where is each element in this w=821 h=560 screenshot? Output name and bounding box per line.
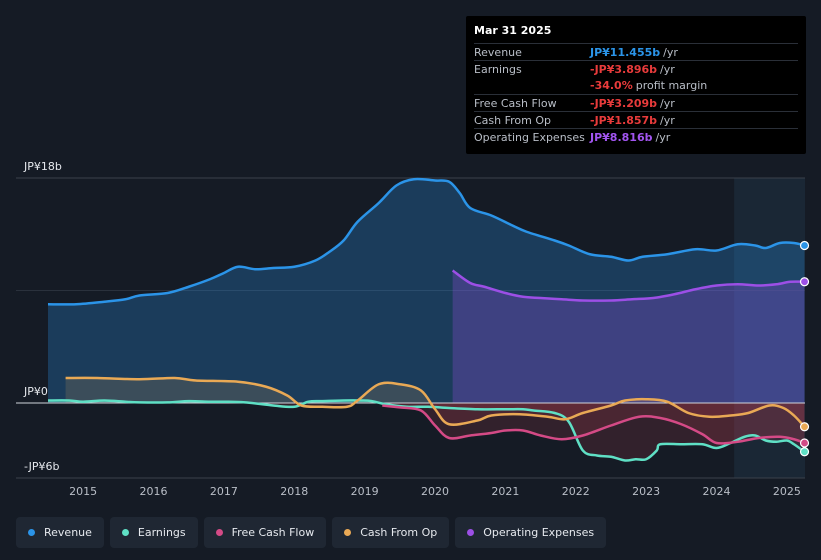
tooltip-row-unit: /yr	[660, 113, 675, 127]
x-tick-label: 2020	[421, 485, 449, 498]
legend-dot-icon	[467, 529, 475, 536]
tooltip-row-value: JP¥11.455b	[590, 45, 661, 59]
tooltip-row-label: Operating Expenses	[474, 130, 585, 144]
cash-from-op-line	[65, 376, 806, 428]
y-label-top: JP¥18b	[24, 160, 62, 173]
tooltip-row-unit: /yr	[660, 62, 675, 76]
tooltip-row-label: Earnings	[474, 62, 522, 76]
legend-item-cash-from-op[interactable]: Cash From Op	[332, 517, 450, 548]
legend: Revenue Earnings Free Cash Flow Cash From O…	[16, 517, 607, 548]
tooltip-row-unit: profit margin	[635, 79, 708, 92]
tooltip-row-value: JP¥8.816b	[590, 130, 653, 144]
tooltip-row-label: Revenue	[474, 45, 522, 59]
x-tick-label: 2022	[562, 485, 590, 498]
tooltip-row: Earnings -JP¥3.896b/yr	[474, 60, 798, 77]
earnings-end-point	[799, 447, 810, 457]
tooltip-row-value: -JP¥3.896b	[590, 62, 658, 76]
legend-label: Earnings	[137, 526, 186, 539]
earnings-line	[47, 399, 806, 462]
x-tick-label: 2021	[491, 485, 519, 498]
legend-label: Revenue	[44, 526, 92, 539]
tooltip-panel: Mar 31 2025 Revenue JP¥11.455b/yr Earnings…	[466, 16, 806, 154]
operating-expenses-line	[451, 269, 805, 302]
x-tick-label: 2015	[69, 485, 97, 498]
tooltip-date: Mar 31 2025	[474, 24, 552, 37]
x-tick-label: 2025	[773, 485, 801, 498]
tooltip-row-label: Free Cash Flow	[474, 96, 557, 110]
legend-label: Free Cash Flow	[231, 526, 315, 539]
x-tick-label: 2018	[280, 485, 308, 498]
legend-item-free-cash-flow[interactable]: Free Cash Flow	[203, 517, 327, 548]
revenue-area-positive	[48, 179, 805, 403]
y-label-zero: JP¥0	[24, 385, 48, 398]
x-tick-label: 2024	[703, 485, 731, 498]
legend-item-revenue[interactable]: Revenue	[16, 517, 104, 548]
operating-expenses-end-point	[799, 277, 810, 287]
tooltip-row: Revenue JP¥11.455b/yr	[474, 43, 798, 60]
x-tick-label: 2019	[351, 485, 379, 498]
legend-item-operating-expenses[interactable]: Operating Expenses	[455, 517, 607, 548]
legend-dot-icon	[28, 529, 35, 536]
tooltip-row-label: Cash From Op	[474, 113, 552, 127]
legend-dot-icon	[121, 529, 129, 536]
earnings-area-negative	[48, 403, 805, 461]
legend-item-earnings[interactable]: Earnings	[109, 517, 198, 548]
legend-dot-icon	[215, 529, 223, 536]
y-label-bottom: -JP¥6b	[24, 460, 60, 473]
forecast-band	[734, 178, 805, 478]
tooltip-row-unit: /yr	[660, 96, 675, 110]
tooltip-row: -34.0% profit margin	[474, 77, 798, 94]
x-tick-label: 2017	[210, 485, 238, 498]
x-tick-label: 2016	[140, 485, 168, 498]
free-cash-flow-end-point	[799, 438, 810, 448]
operating-expenses-area-positive	[452, 270, 805, 403]
tooltip-row-value: -JP¥3.209b	[590, 96, 658, 110]
revenue-end-point	[799, 240, 810, 251]
legend-label: Cash From Op	[360, 526, 438, 539]
tooltip-row-unit: /yr	[655, 130, 671, 144]
legend-label: Operating Expenses	[483, 526, 595, 539]
x-tick-label: 2023	[632, 485, 660, 498]
tooltip-row-value: -34.0%	[590, 79, 633, 92]
tooltip-row-value: -JP¥1.857b	[590, 113, 658, 127]
tooltip-row: Free Cash Flow -JP¥3.209b/yr	[474, 94, 798, 111]
tooltip-row-unit: /yr	[663, 45, 678, 59]
cash-from-op-end-point	[799, 422, 810, 432]
tooltip-row: Operating Expenses JP¥8.816b/yr	[474, 128, 798, 145]
tooltip-row: Cash From Op -JP¥1.857b/yr	[474, 111, 798, 128]
legend-dot-icon	[344, 529, 352, 536]
revenue-line	[47, 177, 805, 306]
free-cash-flow-line	[382, 404, 805, 445]
